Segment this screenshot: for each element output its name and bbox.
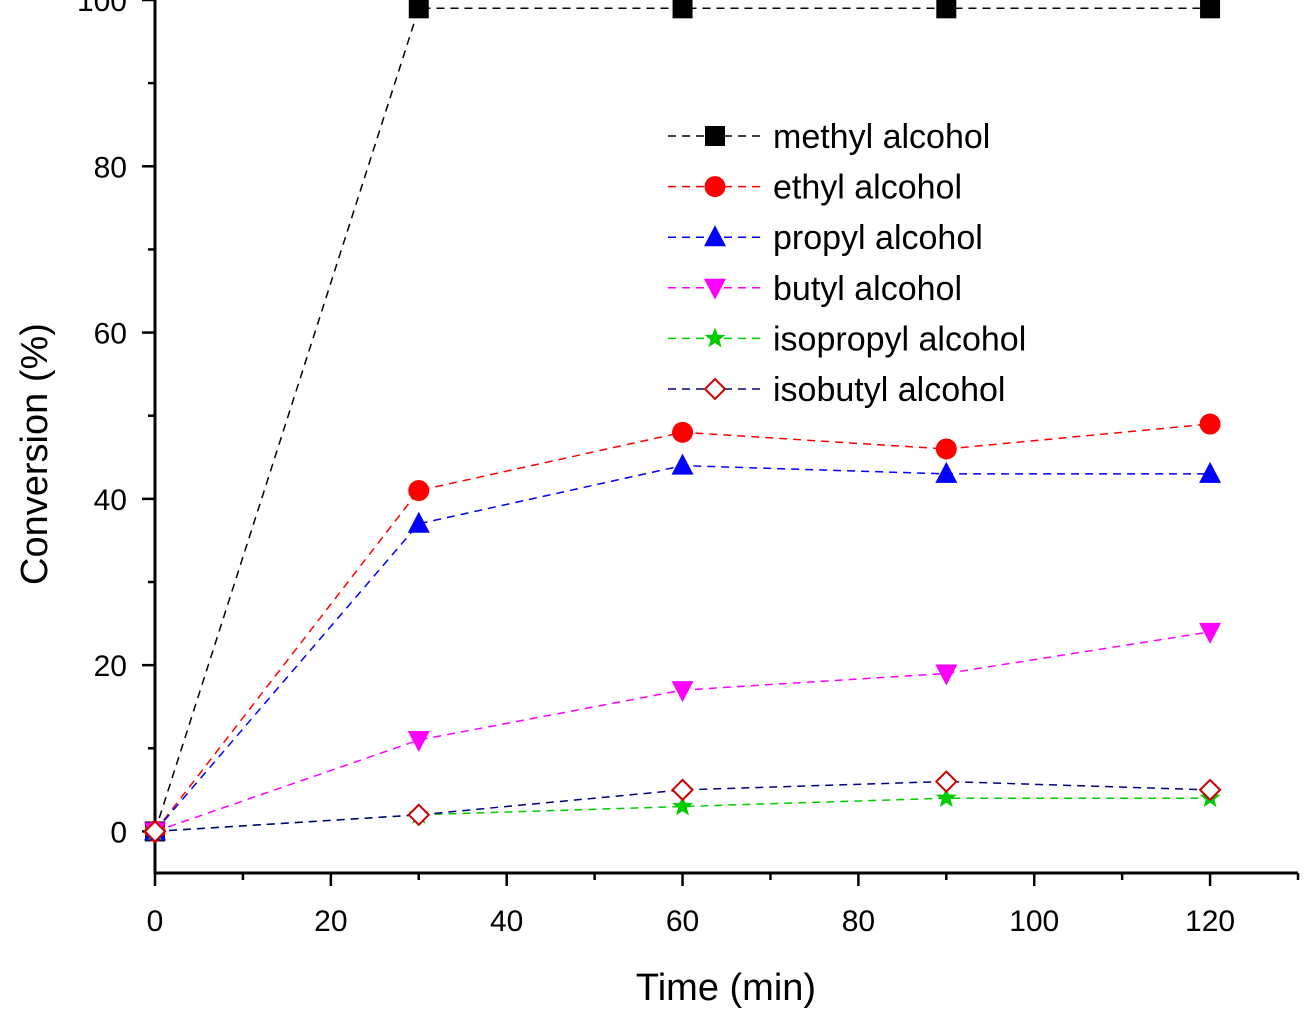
y-tick-label: 60	[94, 318, 127, 351]
data-point	[671, 453, 694, 475]
data-point	[408, 480, 430, 502]
data-point	[1200, 0, 1221, 19]
y-tick-label: 100	[77, 0, 127, 18]
series-line-2	[154, 423, 1211, 832]
series-lines	[154, 7, 1211, 833]
y-tick-label: 0	[110, 816, 127, 849]
axes: 0 20 40 60 80 100 120 0 20 40 60 80 100	[77, 0, 1300, 938]
series-line-1	[154, 7, 1211, 832]
data-point	[672, 795, 693, 816]
x-axis-title: Time (min)	[636, 967, 816, 1009]
data-point	[934, 770, 958, 793]
series-markers	[143, 0, 1222, 844]
legend-marker	[704, 327, 726, 348]
legend-label: methyl alcohol	[773, 118, 990, 156]
data-point	[1198, 778, 1222, 802]
data-point	[1199, 622, 1222, 644]
legend-label: propyl alcohol	[773, 219, 983, 257]
y-axis-title: Conversion (%)	[14, 323, 56, 585]
legend-marker	[703, 377, 727, 401]
y-tick-label: 20	[94, 650, 127, 683]
data-point	[935, 787, 957, 808]
legend-marker	[705, 126, 725, 146]
legend-marker	[704, 176, 726, 198]
data-point	[408, 0, 429, 19]
x-tick-label: 100	[1009, 905, 1059, 938]
data-point	[936, 0, 957, 19]
x-tick-label: 60	[666, 905, 699, 938]
x-tick-label: 20	[314, 905, 347, 938]
x-tick-label: 0	[147, 905, 164, 938]
data-point	[407, 730, 430, 752]
legend: methyl alcohol ethyl alcohol propyl alcoho…	[668, 118, 1026, 409]
legend-marker	[704, 278, 726, 300]
data-point	[935, 438, 957, 460]
data-point	[672, 0, 693, 19]
data-point	[672, 421, 694, 443]
x-tick-label: 120	[1185, 905, 1235, 938]
data-point	[1199, 413, 1221, 435]
data-point	[671, 778, 694, 802]
legend-marker	[704, 225, 726, 247]
data-point	[671, 681, 694, 703]
data-point	[1199, 461, 1222, 483]
data-point	[935, 664, 958, 686]
y-tick-label: 40	[94, 484, 127, 517]
legend-label: butyl alcohol	[773, 270, 962, 308]
legend-label: isobutyl alcohol	[773, 371, 1005, 409]
y-tick-label: 80	[94, 151, 127, 184]
x-tick-label: 40	[490, 905, 523, 938]
x-tick-label: 80	[842, 905, 875, 938]
series-line-3	[154, 464, 1211, 832]
data-point	[143, 820, 167, 843]
data-point	[407, 803, 431, 827]
legend-label: ethyl alcohol	[773, 169, 962, 207]
legend-label: isopropyl alcohol	[773, 320, 1026, 358]
data-point	[935, 461, 958, 483]
data-point	[407, 511, 430, 533]
